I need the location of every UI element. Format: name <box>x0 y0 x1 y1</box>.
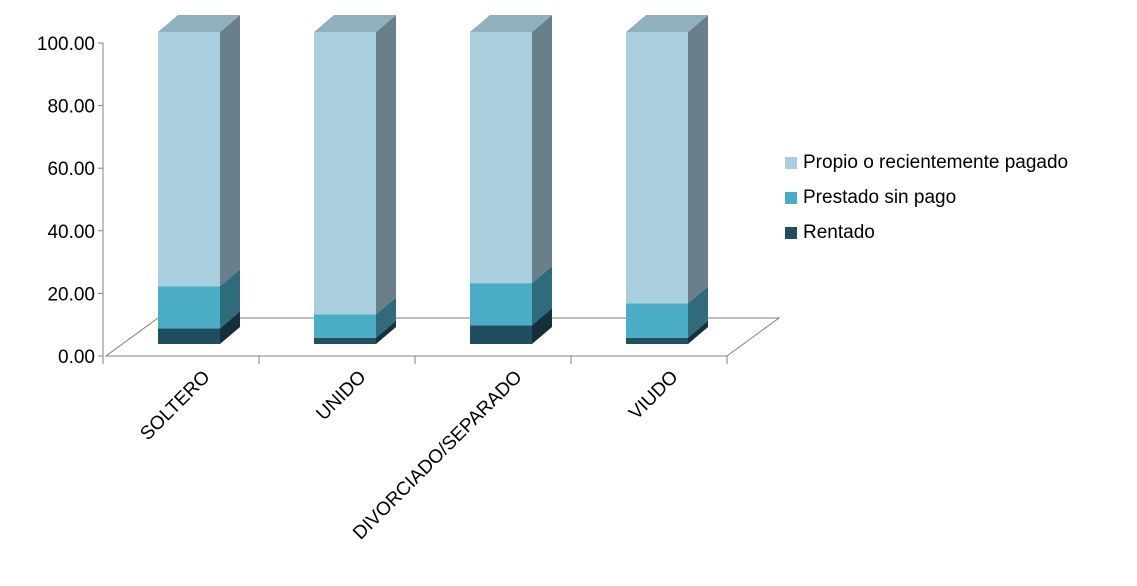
y-tick-label: 100.00 <box>37 34 95 55</box>
bar-segment-prestado-sin-pago <box>158 286 220 329</box>
y-tick-label: 60.00 <box>47 159 95 180</box>
category-label: DIVORCIADO/SEPARADO <box>349 367 526 544</box>
legend-label: Rentado <box>803 221 875 243</box>
bar-segment-prestado-sin-pago <box>314 314 376 338</box>
bar-segment-propio-o-recientemente-pagado <box>470 32 532 284</box>
legend-item: Rentado <box>785 215 1068 250</box>
bar-side-face <box>220 269 240 329</box>
legend-label: Prestado sin pago <box>803 186 957 208</box>
bar-side-face <box>532 15 552 284</box>
bar-segment-propio-o-recientemente-pagado <box>626 32 688 304</box>
y-tick-label: 0.00 <box>58 347 95 368</box>
bar-side-face <box>376 297 396 338</box>
bar-top-face <box>470 15 552 32</box>
legend-swatch <box>785 191 797 204</box>
bar-segment-rentado <box>470 325 532 344</box>
bar-segment-prestado-sin-pago <box>626 303 688 338</box>
floor-plane <box>104 317 781 357</box>
bar-side-face <box>220 15 240 287</box>
chart-floor <box>104 317 781 357</box>
y-axis: 0.00 20.00 40.00 60.00 80.00 100.00 <box>37 34 728 368</box>
legend-item: Prestado sin pago <box>785 180 1068 215</box>
y-tick-label: 80.00 <box>47 97 95 118</box>
bars <box>158 15 708 344</box>
bar-side-face <box>532 308 552 344</box>
category-label: VIUDO <box>625 367 682 424</box>
bar-top-face <box>626 15 708 32</box>
bar-side-face <box>376 15 396 315</box>
y-tick-label: 40.00 <box>47 222 95 243</box>
bar-segment-rentado <box>158 328 220 344</box>
bar-side-face <box>376 320 396 344</box>
legend-swatch <box>785 156 797 169</box>
bar-side-face <box>532 266 552 326</box>
bar-segment-rentado <box>314 337 376 344</box>
bar-side-face <box>688 320 708 344</box>
bar-side-face <box>688 286 708 338</box>
bar-top-face <box>314 15 396 32</box>
y-tick-label: 20.00 <box>47 284 95 305</box>
bar-side-face <box>220 311 240 344</box>
legend: Propio o recientemente pagado Prestado si… <box>785 145 1068 250</box>
bar-segment-propio-o-recientemente-pagado <box>314 32 376 315</box>
bar-segment-propio-o-recientemente-pagado <box>158 32 220 287</box>
category-label: SOLTERO <box>136 367 214 445</box>
bar-segment-rentado <box>626 337 688 344</box>
category-label: UNIDO <box>312 367 370 425</box>
legend-item: Propio o recientemente pagado <box>785 145 1068 180</box>
bar-top-face <box>158 15 240 32</box>
legend-swatch <box>785 226 797 239</box>
legend-label: Propio o recientemente pagado <box>803 151 1069 173</box>
bar-side-face <box>688 15 708 304</box>
bar-segment-prestado-sin-pago <box>470 283 532 326</box>
